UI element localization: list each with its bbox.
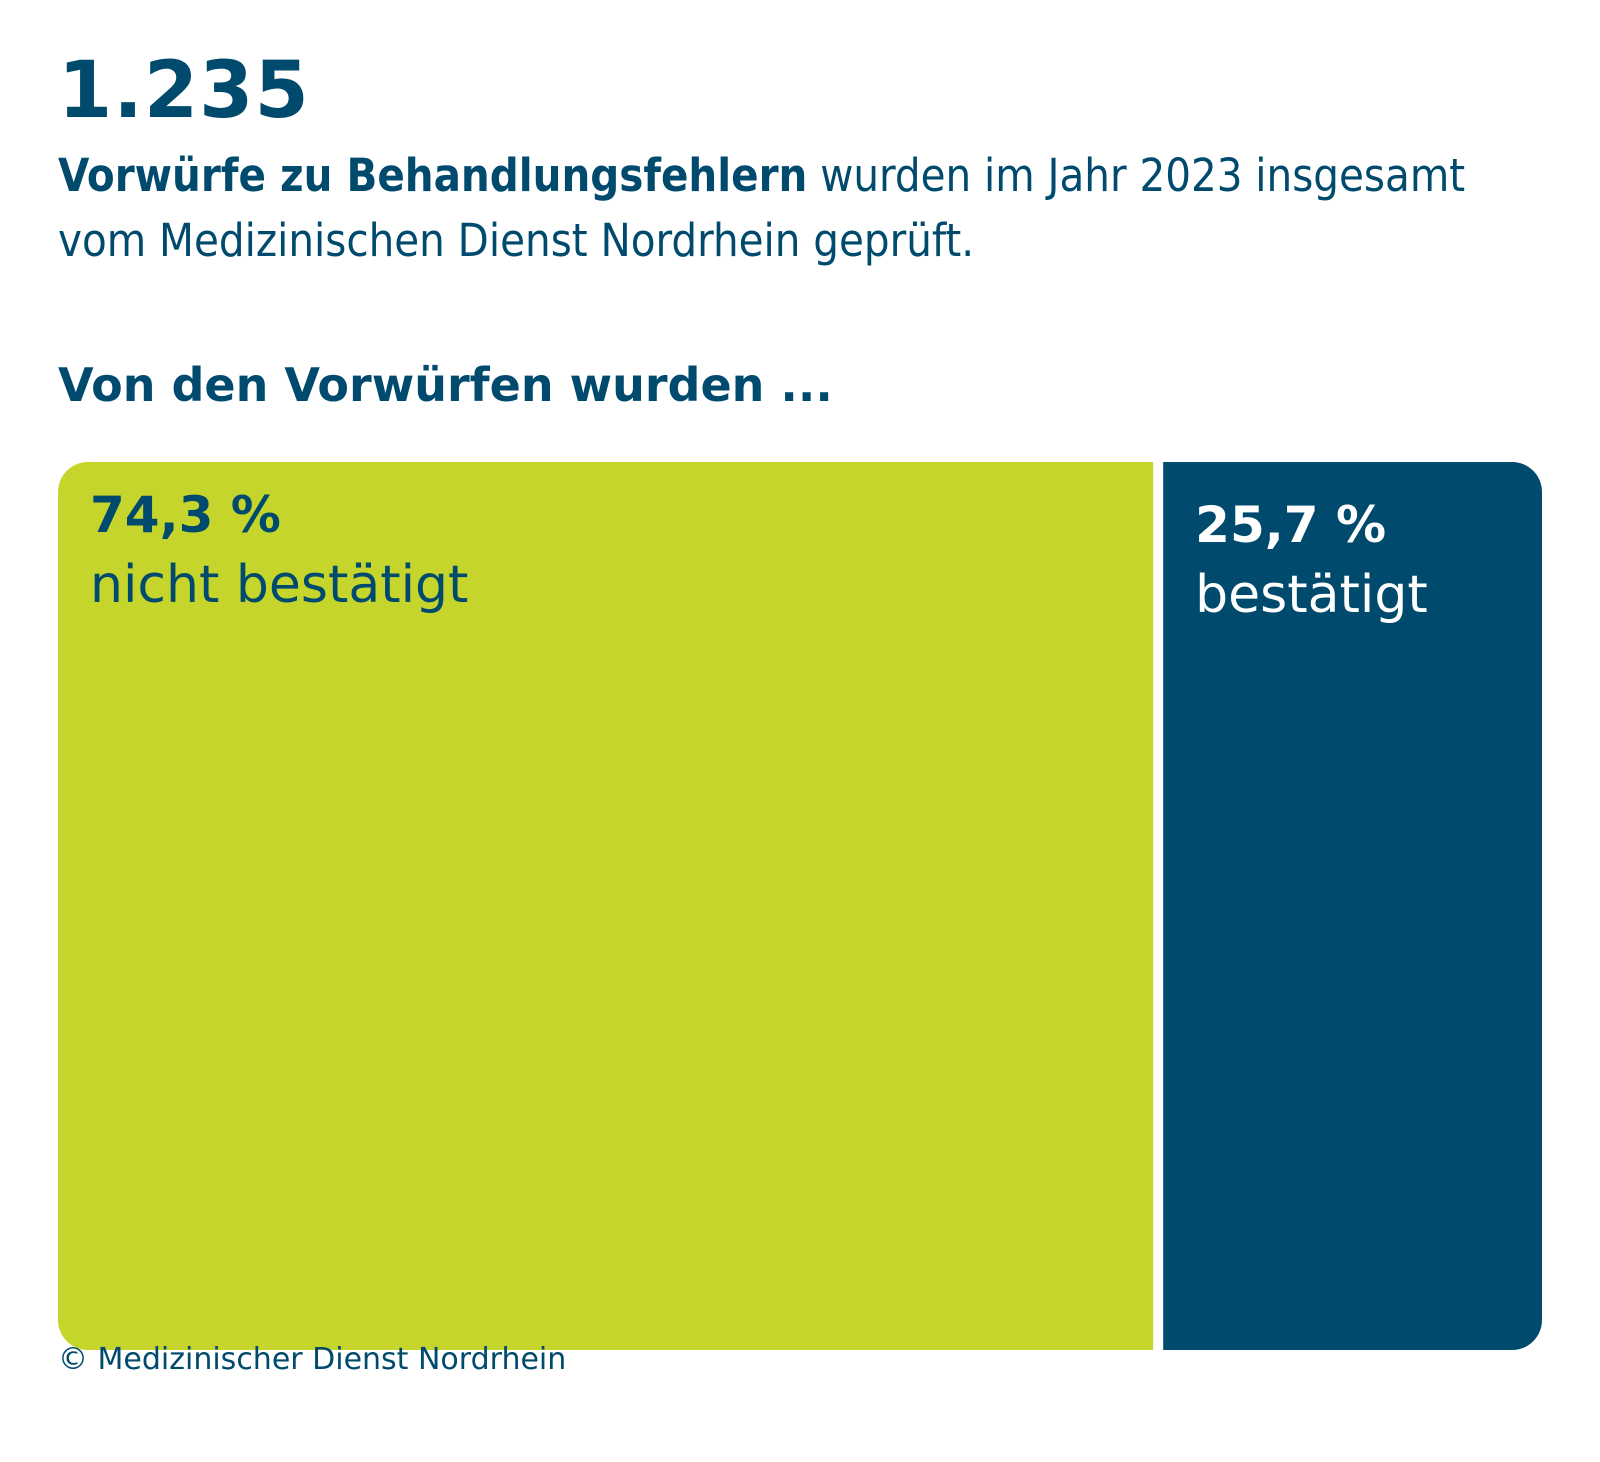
chart-labels: 74,3 % nicht bestätigt 25,7 % bestätigt: [90, 486, 1428, 625]
chart-bars: [58, 462, 1542, 1350]
headline-text-rest: wurden im Jahr 2023 insgesamt vom Medizi…: [58, 149, 1466, 267]
value-label-2: 25,7 %: [1195, 496, 1386, 554]
headline-text: Vorwürfe zu Behandlungsfehlern wurden im…: [58, 143, 1518, 273]
section-heading: Von den Vorwürfen wurden ...: [58, 358, 833, 412]
bar-segment-2: [1163, 462, 1542, 1350]
category-label-1: nicht bestätigt: [90, 555, 468, 615]
headline-number: 1.235: [58, 46, 310, 136]
value-label-1: 74,3 %: [90, 486, 281, 544]
category-label-2: bestätigt: [1195, 565, 1428, 625]
source-credit: © Medizinischer Dienst Nordrhein: [58, 1342, 567, 1377]
headline-text-bold: Vorwürfe zu Behandlungsfehlern: [58, 149, 808, 202]
bar-segment-1: [58, 462, 1154, 1350]
